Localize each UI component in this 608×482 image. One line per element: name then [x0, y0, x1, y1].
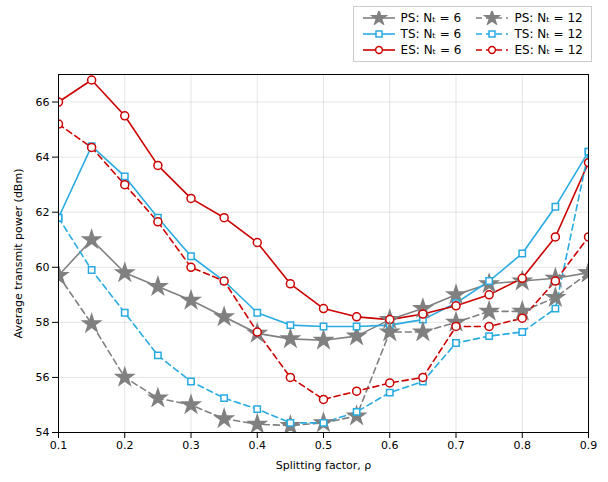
html-text:ES: Nₜ = 6: ES: Nₜ = 6 — [400, 43, 462, 57]
svg-text:58: 58 — [36, 316, 50, 329]
svg-text:0.1: 0.1 — [50, 439, 68, 452]
svg-text:0.5: 0.5 — [315, 439, 333, 452]
svg-text:0.3: 0.3 — [182, 439, 200, 452]
svg-text:56: 56 — [36, 371, 50, 384]
svg-text:62: 62 — [36, 206, 50, 219]
svg-text:60: 60 — [36, 261, 50, 274]
html-text:PS: Nₜ = 12: PS: Nₜ = 12 — [514, 11, 583, 25]
html-text:ES: Nₜ = 12: ES: Nₜ = 12 — [514, 43, 583, 57]
svg-text:0.8: 0.8 — [514, 439, 532, 452]
svg-text:0.9: 0.9 — [580, 439, 598, 452]
svg-text:0.7: 0.7 — [447, 439, 465, 452]
svg-text:0.2: 0.2 — [116, 439, 134, 452]
html-text:TS: Nₜ = 6: TS: Nₜ = 6 — [400, 27, 462, 41]
svg-text:66: 66 — [36, 96, 50, 109]
svg-text:0.4: 0.4 — [249, 439, 267, 452]
svg-text:64: 64 — [36, 151, 50, 164]
svg-text:Average transmit power (dBm): Average transmit power (dBm) — [12, 169, 25, 339]
svg-text:0.6: 0.6 — [381, 439, 399, 452]
html-text:PS: Nₜ = 6: PS: Nₜ = 6 — [400, 11, 462, 25]
html-text:TS: Nₜ = 12: TS: Nₜ = 12 — [514, 27, 583, 41]
svg-text:Splitting factor, ρ: Splitting factor, ρ — [276, 459, 371, 472]
svg-text:54: 54 — [36, 426, 50, 439]
